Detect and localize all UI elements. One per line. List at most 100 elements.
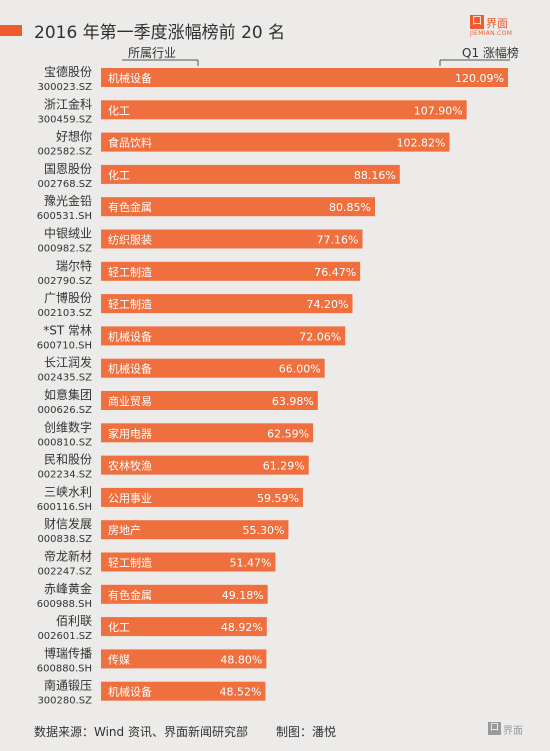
value-label: 59.59%: [257, 492, 299, 505]
value-label: 48.52%: [219, 686, 261, 699]
stock-code: 002790.SZ: [37, 276, 92, 287]
value-label: 48.80%: [220, 653, 262, 666]
value-label: 51.47%: [229, 557, 271, 570]
footer-logo-text: 界面: [503, 726, 523, 737]
stock-name: 广博股份: [44, 290, 92, 305]
bar: [101, 455, 309, 475]
value-label: 107.90%: [414, 104, 463, 117]
industry-label: 轻工制造: [108, 297, 152, 311]
bar: [101, 294, 353, 314]
bar: [101, 617, 267, 637]
industry-label: 传媒: [108, 653, 130, 666]
industry-label: 化工: [108, 103, 130, 117]
industry-label: 食品饮料: [108, 136, 152, 150]
stock-code: 300280.SZ: [37, 696, 92, 707]
bar: [101, 520, 289, 540]
value-label: 88.16%: [354, 169, 396, 182]
bar: [101, 358, 325, 378]
industry-label: 有色金属: [108, 588, 152, 602]
value-label: 61.29%: [263, 460, 305, 473]
logo-subtext: JIEMIAN.COM: [470, 30, 513, 37]
value-label: 66.00%: [279, 363, 321, 376]
stock-name: 财信发展: [44, 516, 92, 531]
bar: [101, 326, 346, 346]
bar: [101, 649, 267, 669]
bar: [101, 391, 318, 410]
stock-code: 600710.SH: [37, 340, 92, 351]
stock-name: 博瑞传播: [44, 645, 92, 660]
stock-code: 000626.SZ: [37, 405, 92, 416]
bar: [101, 584, 268, 604]
bar: [101, 229, 363, 249]
bar: [101, 423, 314, 443]
industry-label: 轻工制造: [108, 556, 152, 570]
value-label: 72.06%: [299, 330, 341, 343]
stock-name: 浙江金科: [44, 96, 92, 111]
bar: [101, 681, 266, 701]
logo-text: 界面: [486, 17, 508, 30]
industry-label: 农林牧渔: [108, 459, 152, 473]
footer-source: 数据来源：Wind 资讯、界面新闻研究部 制图：潘悦: [34, 723, 336, 740]
stock-code: 002103.SZ: [37, 308, 92, 319]
industry-label: 机械设备: [108, 362, 152, 376]
stock-name: 中银绒业: [44, 226, 92, 241]
value-label: 76.47%: [314, 266, 356, 279]
bar: [101, 552, 276, 572]
chart-title: 2016 年第一季度涨幅榜前 20 名: [34, 23, 286, 43]
industry-label: 化工: [108, 168, 130, 182]
footer-author-text: 制图：潘悦: [275, 725, 336, 739]
stock-code: 000838.SZ: [37, 534, 92, 545]
value-label: 49.18%: [222, 589, 264, 602]
stock-code: 002435.SZ: [37, 373, 92, 384]
stock-name: 佰利联: [56, 614, 92, 628]
stock-code: 002247.SZ: [37, 567, 92, 578]
value-label: 120.09%: [455, 72, 504, 85]
stock-name: 帝龙新材: [44, 549, 92, 564]
logo-mark: 口: [470, 15, 484, 29]
value-label: 74.20%: [307, 298, 349, 311]
stock-code: 600531.SH: [37, 211, 92, 222]
industry-label: 化工: [108, 620, 130, 634]
stock-code: 002582.SZ: [37, 147, 92, 158]
industry-label: 轻工制造: [108, 265, 152, 279]
bar: [101, 261, 361, 281]
stock-name: 三峡水利: [44, 485, 92, 499]
stock-code: 000982.SZ: [37, 244, 92, 255]
stock-code: 000810.SZ: [37, 437, 92, 448]
industry-label: 有色金属: [108, 200, 152, 214]
stock-code: 600988.SH: [37, 599, 92, 610]
industry-label: 纺织服装: [108, 233, 152, 247]
value-label: 48.92%: [221, 621, 263, 634]
industry-label: 机械设备: [108, 71, 152, 85]
bar: [101, 164, 400, 184]
stock-code: 600116.SH: [37, 502, 92, 513]
value-label: 77.16%: [317, 234, 359, 247]
industry-label: 机械设备: [108, 685, 152, 699]
footer-source-text: 数据来源：Wind 资讯、界面新闻研究部: [34, 725, 248, 739]
industry-label: 家用电器: [108, 426, 152, 440]
bar: [101, 197, 376, 217]
industry-label: 商业贸易: [108, 394, 152, 408]
bar: [101, 68, 508, 87]
stock-code: 002601.SZ: [37, 631, 92, 642]
jiemian-logo: 口 界面 JIEMIAN.COM: [470, 15, 520, 43]
stock-name: 南通锻压: [44, 678, 92, 693]
value-label: 102.82%: [397, 137, 446, 150]
stock-name: 豫光金铅: [44, 193, 92, 208]
stock-name: 赤峰黄金: [44, 581, 92, 596]
bar: [101, 487, 303, 507]
stock-name: *ST 常林: [43, 323, 92, 337]
footer-logo-mark: 口: [488, 722, 501, 735]
title-accent-mark: [0, 25, 22, 36]
value-label: 80.85%: [329, 201, 371, 214]
stock-name: 宝德股份: [44, 64, 92, 79]
stock-name: 长江润发: [44, 355, 92, 370]
value-label: 62.59%: [267, 427, 309, 440]
stock-name: 如意集团: [44, 387, 92, 402]
stock-code: 300023.SZ: [37, 82, 92, 93]
bar: [101, 132, 450, 152]
stock-code: 600880.SH: [37, 663, 92, 674]
industry-column-header: 所属行业: [128, 46, 177, 60]
bar: [101, 100, 467, 120]
stock-name: 瑞尔特: [56, 258, 92, 273]
